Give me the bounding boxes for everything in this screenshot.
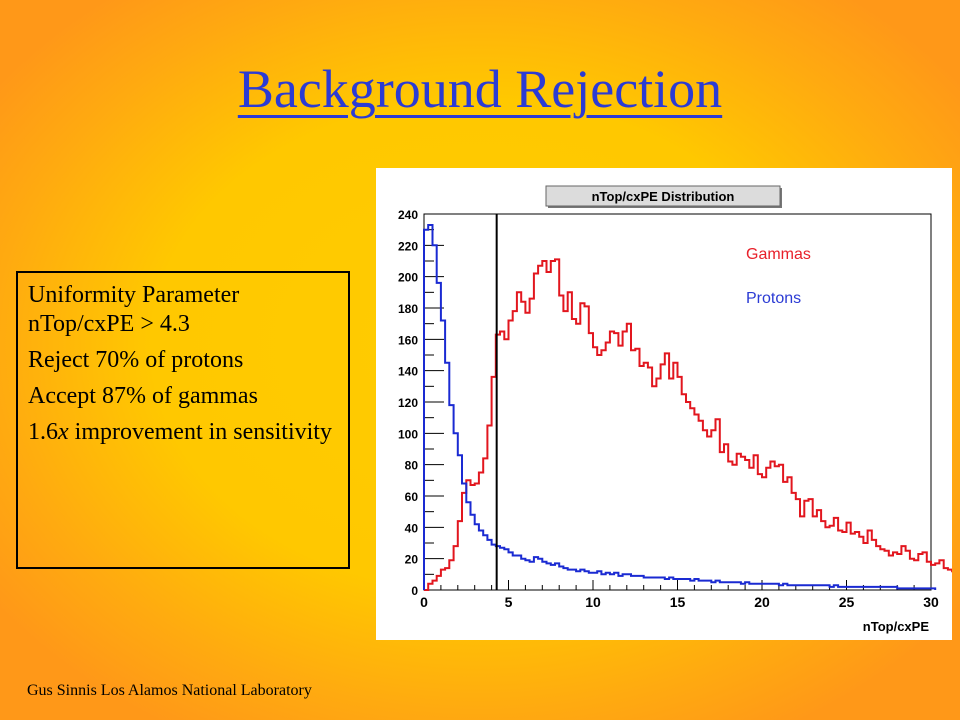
y-tick-label: 220: [398, 239, 418, 253]
histogram-chart: nTop/cxPE Distribution Gammas Protons nT…: [398, 185, 960, 634]
legend-gammas: Gammas: [746, 246, 811, 263]
y-tick-label: 60: [405, 490, 419, 504]
improvement-x: x: [58, 419, 69, 445]
histogram-plot: nTop/cxPE Distribution Gammas Protons nT…: [376, 168, 960, 640]
histogram-protons: [423, 224, 937, 590]
footer-text: Gus Sinnis Los Alamos National Laborator…: [27, 682, 312, 699]
x-tick-label: 20: [754, 594, 770, 610]
summary-line-accept: Accept 87% of gammas: [28, 383, 258, 409]
legend-protons: Protons: [746, 290, 801, 307]
y-tick-label: 80: [405, 459, 419, 473]
y-tick-label: 40: [405, 521, 419, 535]
x-tick-label: 15: [670, 594, 686, 610]
slide-title: Background Rejection: [237, 59, 723, 119]
cut-condition: nTop/cxPE > 4.3: [28, 311, 190, 337]
summary-line-improvement: 1.6x improvement in sensitivity: [28, 418, 348, 447]
x-tick-label: 0: [420, 594, 428, 610]
x-tick-label: 10: [585, 594, 601, 610]
summary-textbox: Uniformity Parameter nTop/cxPE > 4.3 Rej…: [16, 271, 350, 569]
y-tick-label: 180: [398, 302, 418, 316]
x-axis-title: nTop/cxPE: [863, 619, 930, 634]
y-tick-label: 240: [398, 208, 418, 222]
y-tick-label: 140: [398, 365, 418, 379]
y-tick-label: 160: [398, 333, 418, 347]
y-tick-label: 20: [405, 553, 419, 567]
plot-title-box: [545, 185, 781, 207]
histogram-gammas: [424, 258, 960, 591]
y-tick-label: 200: [398, 271, 418, 285]
y-tick-label: 100: [398, 427, 418, 441]
parameter-name: Uniformity Parameter: [28, 282, 240, 308]
plot-title: nTop/cxPE Distribution: [592, 189, 735, 204]
x-tick-label: 30: [923, 594, 939, 610]
improvement-value: 1.6: [28, 419, 58, 445]
x-tick-label: 5: [505, 594, 513, 610]
improvement-text: improvement in sensitivity: [68, 419, 332, 445]
summary-line-reject: Reject 70% of protons: [28, 347, 244, 373]
x-tick-label: 25: [839, 594, 855, 610]
summary-line-1: Uniformity Parameter nTop/cxPE > 4.3: [28, 281, 348, 339]
y-tick-label: 0: [411, 584, 418, 598]
y-tick-label: 120: [398, 396, 418, 410]
